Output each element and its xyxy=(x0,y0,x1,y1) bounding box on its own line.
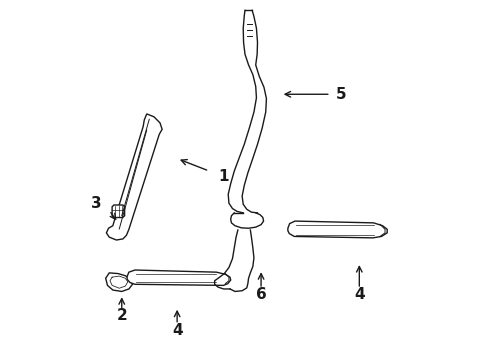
Text: 2: 2 xyxy=(117,308,127,323)
Text: 4: 4 xyxy=(172,323,182,338)
Polygon shape xyxy=(288,221,387,238)
Polygon shape xyxy=(106,273,132,292)
Polygon shape xyxy=(106,114,162,240)
Text: 5: 5 xyxy=(336,87,347,102)
Text: 3: 3 xyxy=(92,196,102,211)
Polygon shape xyxy=(127,270,231,285)
Text: 1: 1 xyxy=(219,169,229,184)
Polygon shape xyxy=(112,205,124,217)
Text: 6: 6 xyxy=(256,287,267,302)
Text: 4: 4 xyxy=(354,287,365,302)
